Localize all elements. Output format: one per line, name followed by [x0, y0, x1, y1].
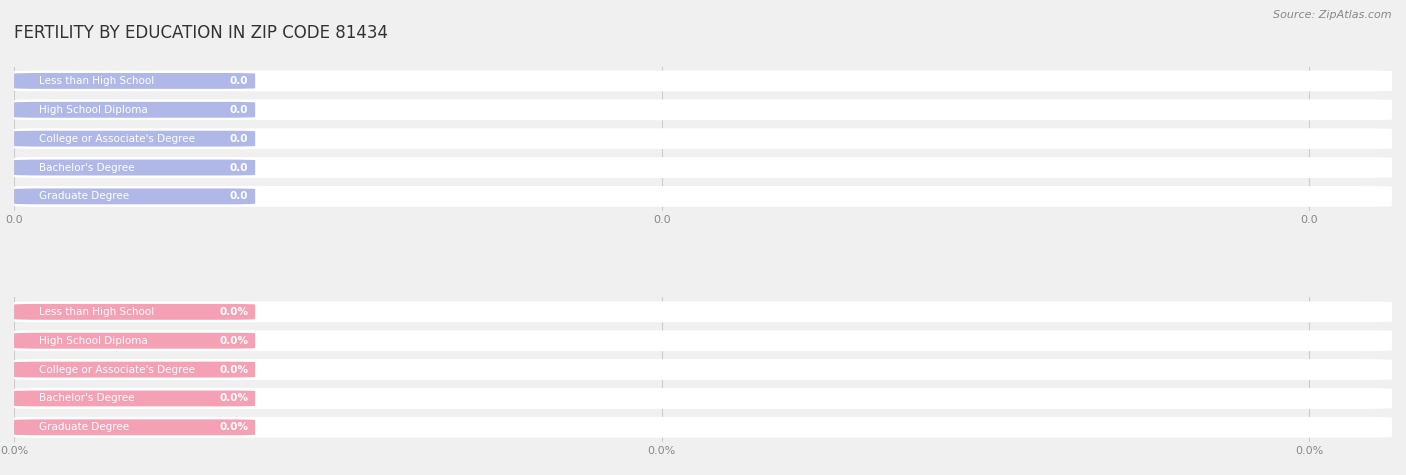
- Text: FERTILITY BY EDUCATION IN ZIP CODE 81434: FERTILITY BY EDUCATION IN ZIP CODE 81434: [14, 24, 388, 42]
- FancyBboxPatch shape: [14, 102, 256, 118]
- Text: Source: ZipAtlas.com: Source: ZipAtlas.com: [1274, 10, 1392, 19]
- Text: Graduate Degree: Graduate Degree: [39, 422, 129, 432]
- FancyBboxPatch shape: [14, 361, 256, 378]
- FancyBboxPatch shape: [14, 390, 256, 407]
- Text: High School Diploma: High School Diploma: [39, 105, 148, 115]
- Text: 0.0: 0.0: [229, 191, 249, 201]
- Text: Less than High School: Less than High School: [39, 307, 155, 317]
- FancyBboxPatch shape: [14, 160, 256, 175]
- Text: 0.0%: 0.0%: [219, 393, 249, 403]
- Text: 0.0%: 0.0%: [219, 307, 249, 317]
- FancyBboxPatch shape: [14, 128, 1392, 149]
- Text: 0.0: 0.0: [229, 162, 249, 172]
- FancyBboxPatch shape: [14, 304, 256, 320]
- Text: Less than High School: Less than High School: [39, 76, 155, 86]
- Text: 0.0%: 0.0%: [219, 422, 249, 432]
- Text: 0.0: 0.0: [229, 105, 249, 115]
- Text: High School Diploma: High School Diploma: [39, 336, 148, 346]
- Text: 0.0%: 0.0%: [219, 336, 249, 346]
- Text: Bachelor's Degree: Bachelor's Degree: [39, 162, 135, 172]
- Text: Graduate Degree: Graduate Degree: [39, 191, 129, 201]
- FancyBboxPatch shape: [14, 388, 1392, 409]
- Text: Bachelor's Degree: Bachelor's Degree: [39, 393, 135, 403]
- FancyBboxPatch shape: [14, 157, 1392, 178]
- Text: College or Associate's Degree: College or Associate's Degree: [39, 365, 195, 375]
- FancyBboxPatch shape: [14, 302, 1392, 322]
- FancyBboxPatch shape: [14, 330, 1392, 351]
- FancyBboxPatch shape: [14, 359, 1392, 380]
- FancyBboxPatch shape: [14, 419, 256, 435]
- Text: 0.0%: 0.0%: [219, 365, 249, 375]
- FancyBboxPatch shape: [14, 99, 1392, 120]
- FancyBboxPatch shape: [14, 71, 1392, 91]
- FancyBboxPatch shape: [14, 417, 1392, 437]
- FancyBboxPatch shape: [14, 131, 256, 147]
- FancyBboxPatch shape: [14, 189, 256, 204]
- FancyBboxPatch shape: [14, 186, 1392, 207]
- Text: College or Associate's Degree: College or Associate's Degree: [39, 133, 195, 143]
- Text: 0.0: 0.0: [229, 76, 249, 86]
- Text: 0.0: 0.0: [229, 133, 249, 143]
- FancyBboxPatch shape: [14, 73, 256, 89]
- FancyBboxPatch shape: [14, 333, 256, 349]
